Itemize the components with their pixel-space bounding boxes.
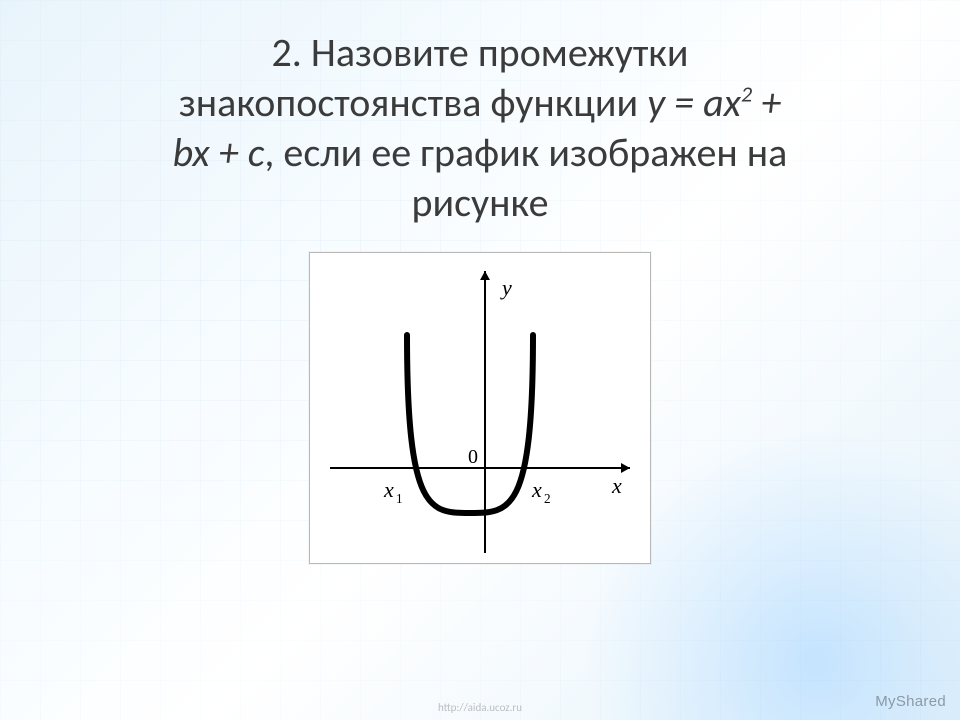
svg-text:2: 2	[544, 491, 551, 506]
slide: 2. Назовите промежутки знакопостоянства …	[0, 0, 960, 720]
watermark: MyShared	[875, 693, 946, 710]
title-line3b: , если ее график изображен на	[264, 128, 787, 177]
chart-svg: yx0x1x2	[310, 253, 650, 563]
svg-text:x: x	[611, 473, 622, 498]
title-line2a: знакопостоянства функции	[179, 78, 647, 127]
svg-text:y: y	[500, 275, 512, 300]
title-plus1: +	[752, 78, 781, 127]
svg-text:x: x	[531, 477, 542, 502]
footer-url: http://aida.ucoz.ru	[438, 701, 522, 714]
title-exp: 2	[741, 81, 752, 108]
title-func-yax: y = ax	[647, 78, 741, 127]
svg-text:0: 0	[468, 446, 478, 468]
title-line1: 2. Назовите промежутки	[271, 28, 688, 77]
svg-text:1: 1	[396, 491, 403, 506]
title-bxc: bx + c	[173, 128, 265, 177]
slide-title: 2. Назовите промежутки знакопостоянства …	[173, 28, 788, 228]
svg-text:x: x	[383, 477, 394, 502]
title-line4: рисунке	[411, 178, 548, 227]
parabola-chart: yx0x1x2	[309, 252, 651, 564]
